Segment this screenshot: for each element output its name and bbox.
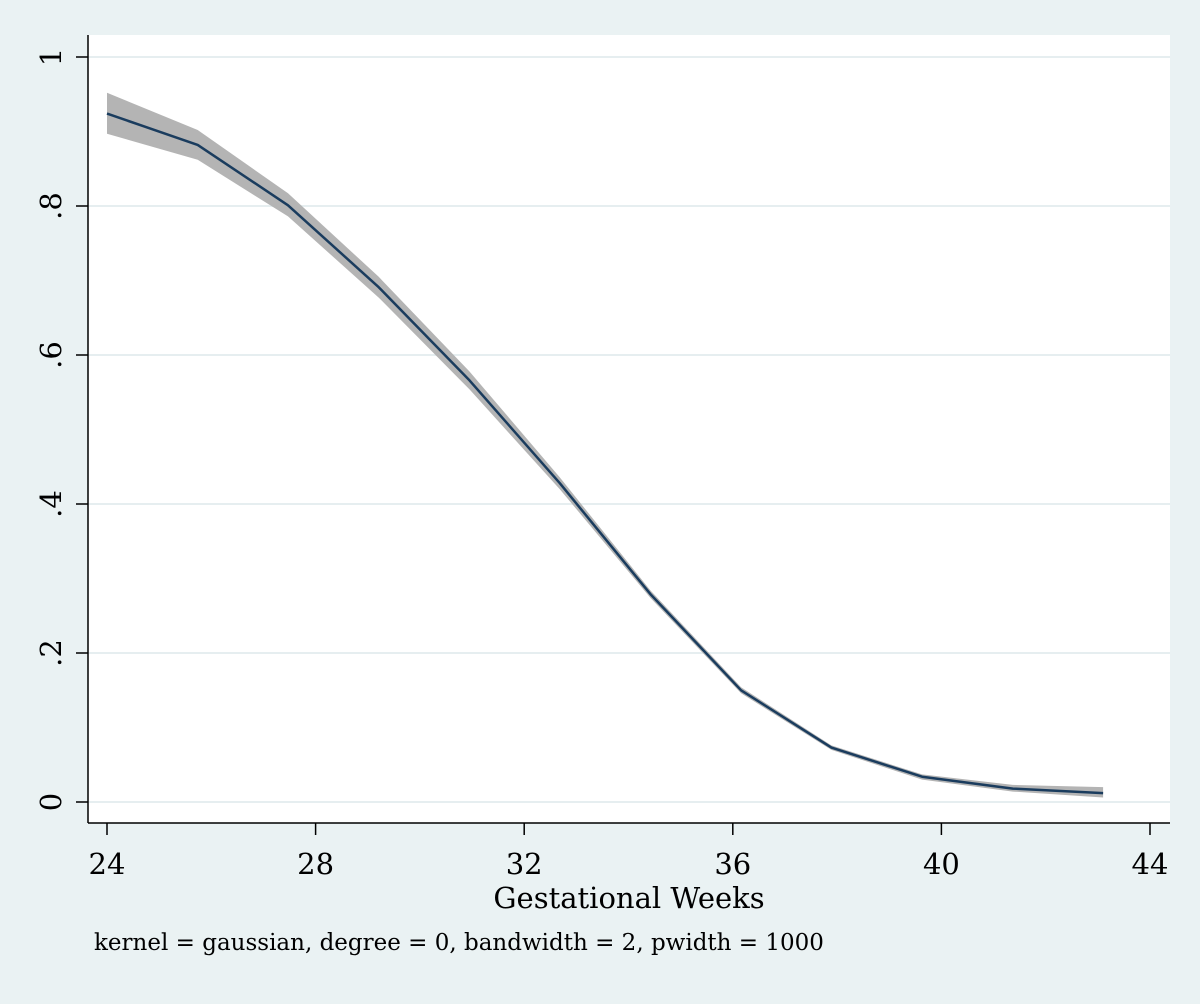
x-tick-label-1: 28 (297, 847, 334, 881)
chart-note: kernel = gaussian, degree = 0, bandwidth… (94, 930, 824, 956)
x-tick-label-4: 40 (923, 847, 960, 881)
y-tick-label-3: .6 (34, 341, 68, 369)
y-tick-label-1: .2 (34, 639, 68, 667)
y-tick-label-4: .8 (34, 192, 68, 220)
y-tick-label-2: .4 (34, 490, 68, 518)
y-tick-label-0: 0 (34, 793, 68, 811)
x-axis-ticks: 24 28 32 36 40 44 (89, 823, 1169, 881)
x-tick-label-0: 24 (89, 847, 126, 881)
x-tick-label-5: 44 (1132, 847, 1169, 881)
y-axis-ticks: 0 .2 .4 .6 .8 1 (34, 48, 88, 811)
x-tick-label-3: 36 (714, 847, 751, 881)
x-tick-label-2: 32 (506, 847, 543, 881)
plot-area (88, 35, 1170, 823)
x-axis-title: Gestational Weeks (493, 881, 764, 915)
y-tick-label-5: 1 (34, 48, 68, 66)
